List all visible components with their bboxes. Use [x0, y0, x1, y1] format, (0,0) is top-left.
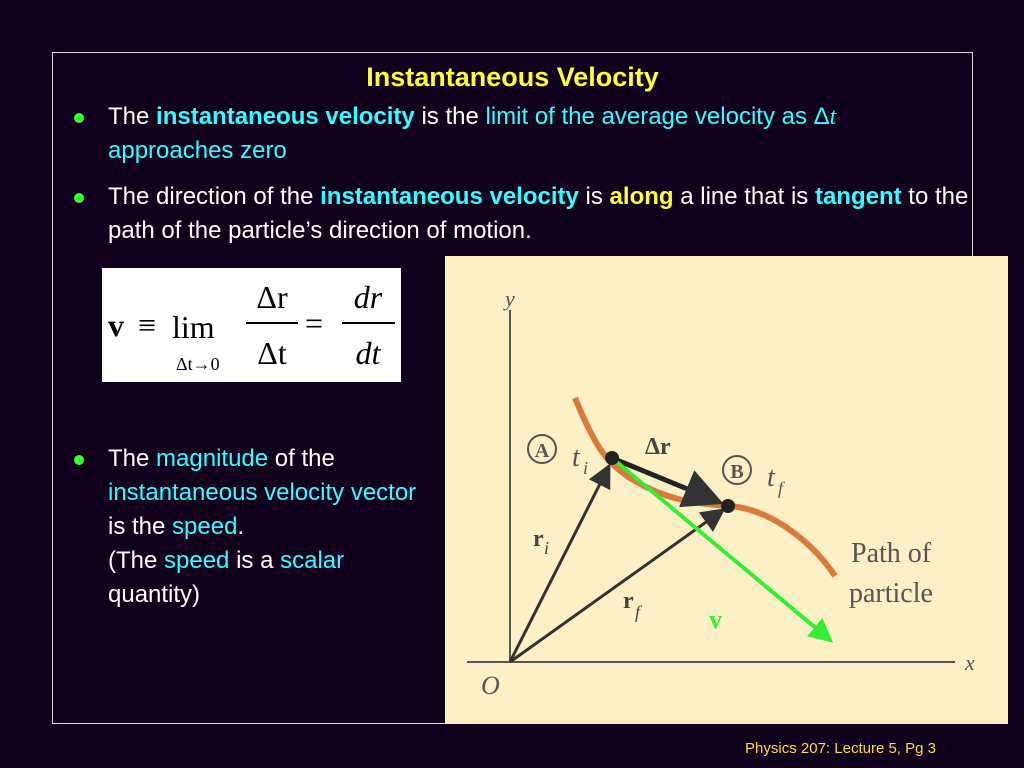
- equation-svg: v ≡ lim Δt→0 Δr Δt = dr dt: [108, 279, 395, 374]
- b-circle: [722, 455, 752, 485]
- text: quantity): [108, 581, 201, 608]
- text: .: [237, 513, 245, 540]
- point-b: [721, 499, 735, 513]
- a-label: A: [535, 440, 550, 462]
- eq-v: v: [108, 307, 124, 343]
- tf-t: t: [767, 462, 776, 493]
- text: is a: [229, 547, 281, 574]
- eq-den2: dt: [356, 335, 382, 371]
- eq-num1: Δr: [256, 279, 288, 315]
- eq-den1: Δt: [257, 335, 287, 371]
- eq-lim: lim: [172, 309, 215, 345]
- text: t: [829, 104, 837, 130]
- bullet: The direction of the instantaneous veloc…: [74, 180, 978, 248]
- text: tangent: [814, 183, 902, 210]
- text: is the: [108, 513, 173, 540]
- path-label: particle: [849, 578, 933, 609]
- bullet: The instantaneous velocity is the limit …: [74, 100, 968, 168]
- slide-title: Instantaneous Velocity: [366, 62, 659, 92]
- text: Δ: [813, 103, 830, 130]
- figure: y x O A B t i t f Δr r i r f Path of par…: [445, 256, 1008, 724]
- text: is: [578, 183, 610, 210]
- bullet-dot: [74, 455, 84, 465]
- text: instantaneous velocity: [156, 103, 415, 130]
- text: to the path of the particle’s direction …: [108, 183, 969, 244]
- figure-svg: y x O A B t i t f Δr r i r f Path of par…: [467, 286, 975, 700]
- delta-r-label: Δr: [645, 434, 671, 460]
- text: instantaneous velocity vector: [108, 479, 417, 506]
- rf-arrow: [509, 508, 726, 664]
- rf-sub: f: [635, 602, 643, 622]
- bullet: The magnitude of the instantaneous veloc…: [74, 442, 433, 612]
- text: (The: [108, 547, 165, 574]
- text: The direction of the: [108, 183, 321, 210]
- ri-arrow: [508, 463, 611, 663]
- tf-sub: f: [778, 478, 786, 498]
- text: limit of the average velocity as: [485, 103, 814, 130]
- ri-r: r: [533, 526, 544, 552]
- rf-r: r: [623, 588, 634, 614]
- bullet-dot: [74, 113, 84, 123]
- b-label: B: [730, 461, 743, 483]
- eq-num2: dr: [354, 279, 383, 315]
- ti-sub: i: [583, 458, 588, 478]
- text: scalar: [280, 547, 345, 574]
- path-label: Path of: [851, 538, 932, 569]
- text: approaches zero: [108, 137, 287, 164]
- point-a: [605, 451, 619, 465]
- bullet-dot: [74, 193, 84, 203]
- y-label: y: [503, 286, 515, 311]
- delta-r-arrow: [611, 455, 724, 508]
- velocity-arrow: [610, 456, 834, 643]
- text: The: [108, 103, 157, 130]
- text: magnitude: [156, 445, 269, 472]
- text: The: [108, 445, 157, 472]
- text: a line that is: [673, 183, 815, 210]
- text: along: [609, 183, 674, 210]
- ti-t: t: [572, 442, 581, 473]
- velocity-label: v: [709, 605, 722, 634]
- eq-eq: =: [305, 305, 323, 341]
- origin-label: O: [481, 671, 500, 700]
- text: instantaneous velocity: [320, 183, 579, 210]
- text: is the: [414, 103, 486, 130]
- ri-sub: i: [544, 538, 549, 558]
- path-curve: [572, 396, 838, 578]
- a-circle: [527, 434, 557, 464]
- eq-equiv: ≡: [138, 307, 156, 343]
- eq-lim-sub: Δt→0: [176, 354, 220, 374]
- text: speed: [164, 547, 230, 574]
- text: of the: [268, 445, 335, 472]
- equation: v ≡ lim Δt→0 Δr Δt = dr dt: [102, 268, 401, 382]
- x-label: x: [964, 650, 975, 675]
- footer: Physics 207: Lecture 5, Pg 3: [745, 740, 936, 757]
- text: speed: [172, 513, 238, 540]
